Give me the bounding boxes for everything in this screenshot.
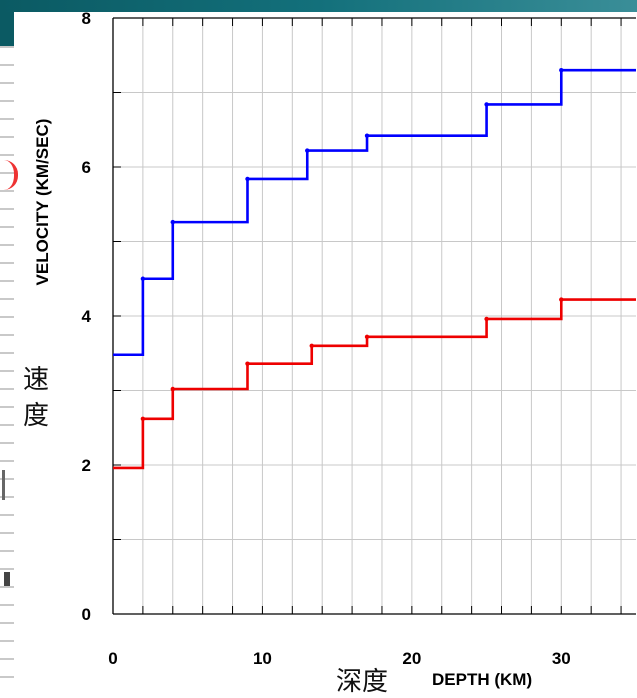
y-tick-label: 8 [82,9,91,28]
y-tick-label: 6 [82,158,91,177]
axes [112,17,636,615]
series-1-point [364,133,370,138]
series-2-point [484,316,489,322]
series-2-point [559,297,564,302]
series-1-point [245,176,250,182]
y-axis-title-cjk-char: 速 [23,365,49,395]
slide-edge-mark-2 [2,470,11,500]
x-axis-title: DEPTH (KM) [432,670,532,689]
x-tick-label: 30 [552,649,571,668]
series-2-point [364,334,370,340]
series-1-point [559,67,564,73]
series-1-point [484,102,489,107]
series-2-point [170,386,175,392]
y-tick-label: 4 [82,307,92,326]
grid [113,18,636,614]
x-tick-label: 0 [108,649,117,668]
y-tick-label: 0 [82,605,91,624]
slide-header-tab [0,12,14,46]
y-tick-label: 2 [82,456,91,475]
series-2-point [309,343,314,348]
series-layer [113,67,636,470]
y-axis-title: VELOCITY (KM/SEC) [33,119,52,286]
slide-edge-mark [4,160,18,190]
y-axis-title-cjk-char: 度 [23,401,49,431]
series-line-1 [113,68,636,357]
slide-header-band [0,0,637,12]
series-2-point [245,361,250,366]
y-axis-title-cjk: 速度 [23,365,49,431]
series-1-point [140,276,146,281]
series-line-2 [113,298,636,470]
x-axis-title-cjk: 深度 [336,667,388,697]
series-1-point [305,148,310,153]
x-tick-label: 20 [402,649,421,668]
series-2-point [140,416,146,422]
slide-edge-mark-3 [4,572,10,586]
slide-left-border [0,46,14,686]
x-tick-label: 10 [253,649,272,668]
series-1-point [170,219,175,225]
tick-labels: 0 10 20 30 0 2 4 6 8 [82,9,571,668]
